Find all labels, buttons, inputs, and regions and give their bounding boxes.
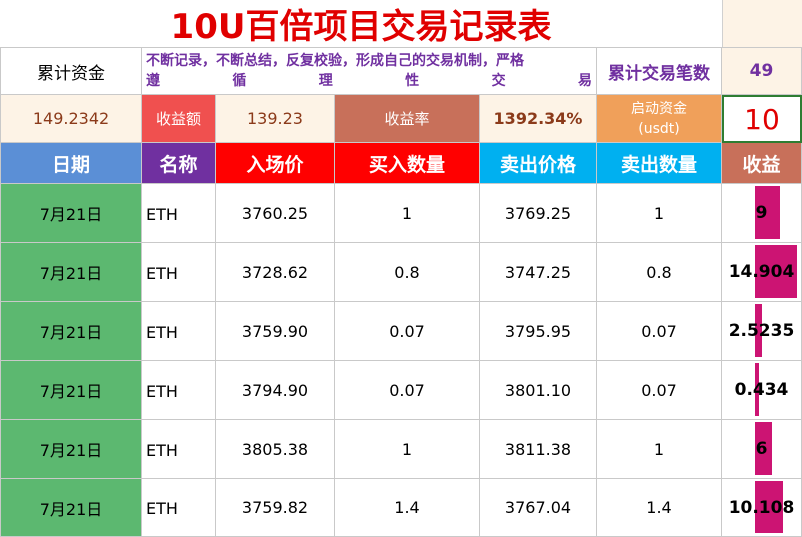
profit-data-bar xyxy=(755,245,797,298)
profit-cell[interactable]: 14.904 xyxy=(722,243,802,302)
page-title: 10U百倍项目交易记录表 xyxy=(0,0,722,47)
sell-price-cell[interactable]: 3747.25 xyxy=(480,243,597,302)
start-funds-label: 启动资金 (usdt) xyxy=(597,95,722,143)
trading-note: 不断记录，不断总结，反复校验，形成自己的交易机制，严格 遵 循 理 性 交 易 xyxy=(142,47,597,95)
entry-price-cell[interactable]: 3805.38 xyxy=(216,420,335,479)
profit-value: 10.108 xyxy=(728,497,795,518)
profit-data-bar xyxy=(755,422,772,475)
buy-qty-cell[interactable]: 0.07 xyxy=(335,361,480,420)
note-line-2-char: 循 xyxy=(232,73,247,89)
header-buy-qty[interactable]: 买入数量 xyxy=(335,143,480,184)
start-funds-value[interactable]: 10 xyxy=(722,95,802,143)
buy-qty-cell[interactable]: 1 xyxy=(335,420,480,479)
trade-count-value[interactable]: 49 xyxy=(722,47,802,95)
sell-qty-cell[interactable]: 1 xyxy=(597,184,722,243)
name-cell[interactable]: ETH xyxy=(142,243,216,302)
buy-qty-cell[interactable]: 0.07 xyxy=(335,302,480,361)
name-cell[interactable]: ETH xyxy=(142,361,216,420)
profit-cell[interactable]: 0.434 xyxy=(722,361,802,420)
profit-value: 0.434 xyxy=(734,380,789,400)
header-entry-price[interactable]: 入场价 xyxy=(216,143,335,184)
date-cell[interactable]: 7月21日 xyxy=(0,243,142,302)
header-sell-qty[interactable]: 卖出数量 xyxy=(597,143,722,184)
profit-value[interactable]: 139.23 xyxy=(216,95,335,143)
entry-price-cell[interactable]: 3759.82 xyxy=(216,479,335,537)
entry-price-cell[interactable]: 3759.90 xyxy=(216,302,335,361)
profit-cell[interactable]: 10.108 xyxy=(722,479,802,537)
buy-qty-cell[interactable]: 0.8 xyxy=(335,243,480,302)
name-cell[interactable]: ETH xyxy=(142,302,216,361)
cum-funds-value[interactable]: 149.2342 xyxy=(0,95,142,143)
sell-price-cell[interactable]: 3795.95 xyxy=(480,302,597,361)
sell-qty-cell[interactable]: 0.8 xyxy=(597,243,722,302)
start-funds-label-line1: 启动资金 xyxy=(631,100,687,117)
sell-price-cell[interactable]: 3767.04 xyxy=(480,479,597,537)
buy-qty-cell[interactable]: 1 xyxy=(335,184,480,243)
date-cell[interactable]: 7月21日 xyxy=(0,479,142,537)
note-line-1: 不断记录，不断总结，反复校验，形成自己的交易机制，严格 xyxy=(146,53,524,69)
note-line-2-char: 遵 xyxy=(146,73,160,89)
sell-qty-cell[interactable]: 1.4 xyxy=(597,479,722,537)
profit-data-bar xyxy=(755,481,783,533)
profit-value: 6 xyxy=(755,439,768,459)
entry-price-cell[interactable]: 3760.25 xyxy=(216,184,335,243)
date-cell[interactable]: 7月21日 xyxy=(0,302,142,361)
start-funds-label-line2: (usdt) xyxy=(638,120,680,137)
date-cell[interactable]: 7月21日 xyxy=(0,184,142,243)
profit-data-bar xyxy=(755,304,762,357)
note-line-2-char: 易 xyxy=(577,73,592,89)
profit-cell[interactable]: 9 xyxy=(722,184,802,243)
profit-value: 14.904 xyxy=(728,262,795,282)
title-corner-cell[interactable] xyxy=(722,0,802,47)
buy-qty-cell[interactable]: 1.4 xyxy=(335,479,480,537)
sell-price-cell[interactable]: 3801.10 xyxy=(480,361,597,420)
profit-value: 2.5235 xyxy=(728,321,795,341)
note-line-2: 遵循理性交易 xyxy=(146,71,592,91)
rate-value[interactable]: 1392.34% xyxy=(480,95,597,143)
note-line-2-char: 交 xyxy=(491,73,506,89)
profit-label: 收益额 xyxy=(142,95,216,143)
trade-count-label: 累计交易笔数 xyxy=(597,47,722,95)
entry-price-cell[interactable]: 3728.62 xyxy=(216,243,335,302)
rate-label: 收益率 xyxy=(335,95,480,143)
sell-qty-cell[interactable]: 0.07 xyxy=(597,302,722,361)
profit-data-bar xyxy=(755,186,780,239)
header-date[interactable]: 日期 xyxy=(0,143,142,184)
note-line-2-char: 性 xyxy=(405,73,420,89)
name-cell[interactable]: ETH xyxy=(142,479,216,537)
sell-qty-cell[interactable]: 1 xyxy=(597,420,722,479)
sell-price-cell[interactable]: 3769.25 xyxy=(480,184,597,243)
date-cell[interactable]: 7月21日 xyxy=(0,361,142,420)
sell-price-cell[interactable]: 3811.38 xyxy=(480,420,597,479)
profit-cell[interactable]: 6 xyxy=(722,420,802,479)
profit-cell[interactable]: 2.5235 xyxy=(722,302,802,361)
note-line-2-char: 理 xyxy=(318,73,333,89)
date-cell[interactable]: 7月21日 xyxy=(0,420,142,479)
cum-funds-label: 累计资金 xyxy=(0,47,142,95)
header-profit[interactable]: 收益 xyxy=(722,143,802,184)
sell-qty-cell[interactable]: 0.07 xyxy=(597,361,722,420)
name-cell[interactable]: ETH xyxy=(142,420,216,479)
profit-value: 9 xyxy=(755,203,768,223)
entry-price-cell[interactable]: 3794.90 xyxy=(216,361,335,420)
header-name[interactable]: 名称 xyxy=(142,143,216,184)
name-cell[interactable]: ETH xyxy=(142,184,216,243)
header-sell-price[interactable]: 卖出价格 xyxy=(480,143,597,184)
profit-data-bar xyxy=(755,363,759,416)
